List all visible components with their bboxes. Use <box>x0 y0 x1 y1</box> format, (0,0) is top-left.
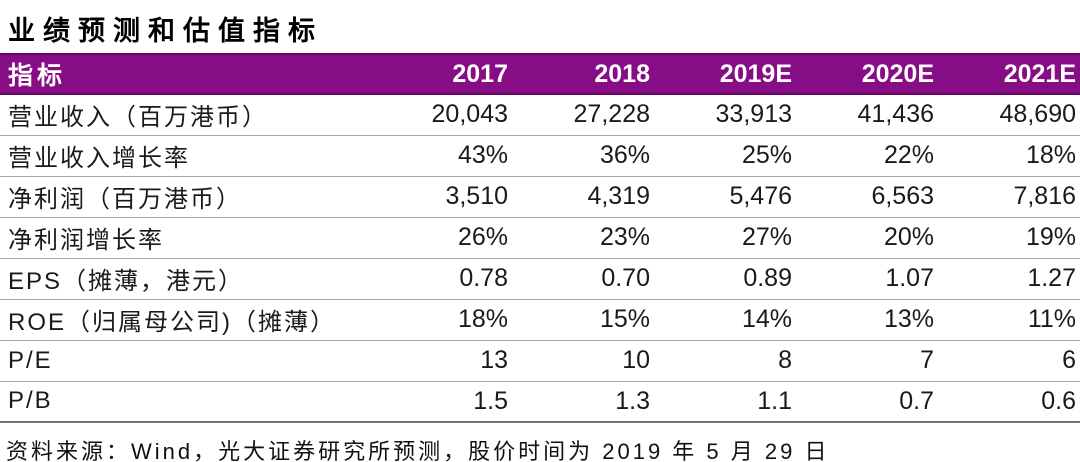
value-cell: 41,436 <box>796 94 938 136</box>
value-cell: 1.5 <box>370 381 512 423</box>
table-row-net-profit-growth: 净利润增长率 26% 23% 27% 20% 19% <box>0 217 1080 259</box>
value-cell: 33,913 <box>654 94 796 136</box>
value-cell: 1.1 <box>654 381 796 423</box>
table-row-pb: P/B 1.5 1.3 1.1 0.7 0.6 <box>0 381 1080 423</box>
value-cell: 8 <box>654 340 796 382</box>
row-label: EPS（摊薄，港元） <box>0 258 370 300</box>
value-cell: 1.3 <box>512 381 654 423</box>
value-cell: 25% <box>654 135 796 177</box>
row-label: P/E <box>0 340 370 382</box>
value-cell: 36% <box>512 135 654 177</box>
value-cell: 7,816 <box>938 176 1080 218</box>
table-header-row: 指标 2017 2018 2019E 2020E 2021E <box>0 53 1080 95</box>
value-cell: 18% <box>938 135 1080 177</box>
row-label: 营业收入增长率 <box>0 135 370 177</box>
value-cell: 1.27 <box>938 258 1080 300</box>
value-cell: 13% <box>796 299 938 341</box>
value-cell: 19% <box>938 217 1080 259</box>
value-cell: 20,043 <box>370 94 512 136</box>
value-cell: 3,510 <box>370 176 512 218</box>
value-cell: 27% <box>654 217 796 259</box>
table-row-revenue-growth: 营业收入增长率 43% 36% 25% 22% 18% <box>0 135 1080 177</box>
header-cell-2019e: 2019E <box>654 53 796 95</box>
value-cell: 13 <box>370 340 512 382</box>
value-cell: 0.89 <box>654 258 796 300</box>
value-cell: 15% <box>512 299 654 341</box>
value-cell: 0.78 <box>370 258 512 300</box>
value-cell: 48,690 <box>938 94 1080 136</box>
value-cell: 6 <box>938 340 1080 382</box>
value-cell: 27,228 <box>512 94 654 136</box>
value-cell: 20% <box>796 217 938 259</box>
value-cell: 1.07 <box>796 258 938 300</box>
value-cell: 0.7 <box>796 381 938 423</box>
row-label: ROE（归属母公司)（摊薄） <box>0 299 370 341</box>
page-title: 业绩预测和估值指标 <box>8 16 323 46</box>
value-cell: 0.70 <box>512 258 654 300</box>
source-note: 资料来源：Wind，光大证券研究所预测，股价时间为 2019 年 5 月 29 … <box>6 439 830 462</box>
value-cell: 10 <box>512 340 654 382</box>
value-cell: 6,563 <box>796 176 938 218</box>
value-cell: 22% <box>796 135 938 177</box>
table-row-net-profit: 净利润（百万港币） 3,510 4,319 5,476 6,563 7,816 <box>0 176 1080 218</box>
row-label: 净利润增长率 <box>0 217 370 259</box>
header-cell-2021e: 2021E <box>938 53 1080 95</box>
table-row-eps: EPS（摊薄，港元） 0.78 0.70 0.89 1.07 1.27 <box>0 258 1080 300</box>
header-cell-2017: 2017 <box>370 53 512 95</box>
row-label: 营业收入（百万港币） <box>0 94 370 136</box>
value-cell: 43% <box>370 135 512 177</box>
table-row-roe: ROE（归属母公司)（摊薄） 18% 15% 14% 13% 11% <box>0 299 1080 341</box>
value-cell: 18% <box>370 299 512 341</box>
value-cell: 0.6 <box>938 381 1080 423</box>
forecast-valuation-table: 指标 2017 2018 2019E 2020E 2021E 营业收入（百万港币… <box>0 53 1080 423</box>
table-row-revenue: 营业收入（百万港币） 20,043 27,228 33,913 41,436 4… <box>0 94 1080 136</box>
value-cell: 4,319 <box>512 176 654 218</box>
value-cell: 11% <box>938 299 1080 341</box>
row-label: P/B <box>0 381 370 423</box>
value-cell: 26% <box>370 217 512 259</box>
header-cell-2018: 2018 <box>512 53 654 95</box>
table-row-pe: P/E 13 10 8 7 6 <box>0 340 1080 382</box>
value-cell: 7 <box>796 340 938 382</box>
row-label: 净利润（百万港币） <box>0 176 370 218</box>
header-cell-indicator: 指标 <box>0 53 370 95</box>
value-cell: 23% <box>512 217 654 259</box>
value-cell: 5,476 <box>654 176 796 218</box>
header-cell-2020e: 2020E <box>796 53 938 95</box>
value-cell: 14% <box>654 299 796 341</box>
